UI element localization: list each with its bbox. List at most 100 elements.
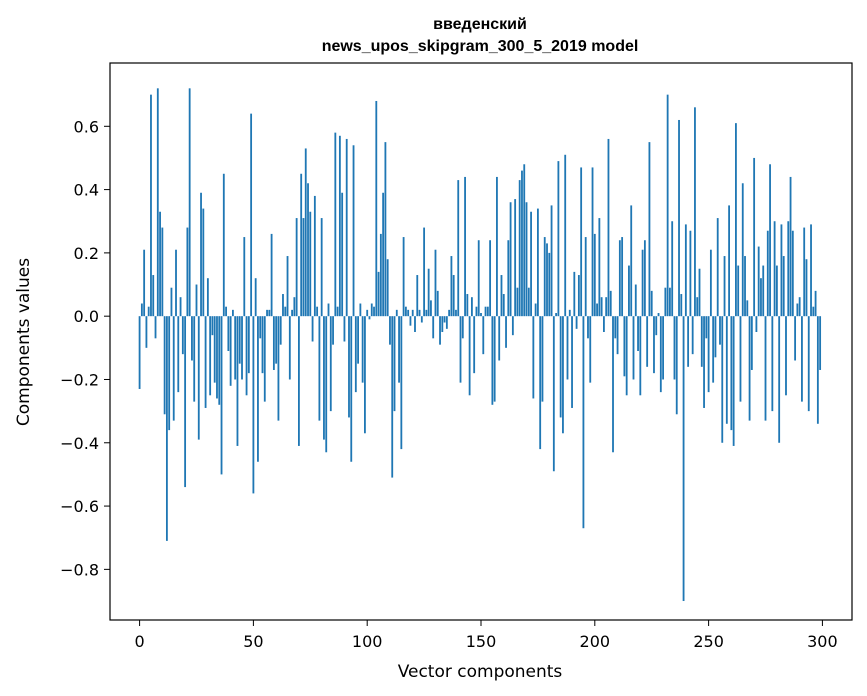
bar <box>532 316 535 399</box>
bar <box>691 316 694 355</box>
bar <box>416 275 419 317</box>
bar <box>650 290 653 317</box>
bar <box>723 256 726 317</box>
bar <box>348 316 350 418</box>
bar <box>625 316 628 396</box>
bar <box>423 227 426 317</box>
bar <box>368 316 371 320</box>
bar <box>787 221 790 317</box>
bar <box>614 316 617 339</box>
bar <box>313 195 316 317</box>
bar <box>439 316 441 345</box>
bar <box>257 316 259 462</box>
bar <box>154 316 157 339</box>
bar <box>646 316 649 367</box>
bar <box>612 316 614 453</box>
bar <box>327 303 330 317</box>
bar <box>639 316 642 396</box>
x-tick-label: 200 <box>580 632 611 651</box>
bar <box>534 303 537 317</box>
bar <box>275 316 278 364</box>
bar <box>147 306 150 317</box>
bar <box>778 316 781 443</box>
bar <box>573 271 576 317</box>
bar <box>291 309 293 317</box>
bar <box>539 316 542 450</box>
y-tick-label: 0.2 <box>74 244 99 263</box>
bar <box>300 173 303 317</box>
bar <box>165 316 168 541</box>
bar <box>577 275 580 317</box>
bar <box>618 240 621 317</box>
bar <box>373 306 375 317</box>
bar <box>402 237 405 317</box>
bar <box>741 183 744 317</box>
x-axis-label: Vector components <box>398 662 563 682</box>
bar <box>197 316 200 440</box>
bar <box>268 309 271 317</box>
bar <box>434 249 437 317</box>
bar <box>757 246 760 317</box>
bar <box>546 243 548 317</box>
bar <box>616 316 619 355</box>
bar <box>379 233 382 317</box>
bar <box>282 294 284 317</box>
bar <box>261 316 264 374</box>
x-tick-label: 150 <box>466 632 497 651</box>
bar <box>364 316 366 434</box>
bar <box>316 306 319 317</box>
bar <box>641 249 644 317</box>
bar <box>628 265 630 317</box>
bar <box>748 316 751 421</box>
bar <box>780 224 783 317</box>
bar <box>336 306 339 317</box>
bar <box>252 316 255 494</box>
bar <box>250 113 253 317</box>
bar <box>771 316 774 412</box>
bar <box>648 142 651 317</box>
bar <box>263 316 266 402</box>
bar <box>591 167 594 317</box>
bar <box>286 256 289 317</box>
bar <box>391 316 394 478</box>
bar <box>445 316 448 329</box>
bar <box>664 287 667 317</box>
bar <box>236 316 239 446</box>
bar <box>557 161 560 317</box>
bar <box>307 183 309 317</box>
bar <box>562 316 564 434</box>
bar <box>796 303 799 317</box>
bar <box>195 284 198 317</box>
bar <box>232 309 234 317</box>
chart-subtitle: news_upos_skipgram_300_5_2019 model <box>322 38 639 55</box>
bar <box>744 256 746 317</box>
bar <box>352 145 355 317</box>
bar <box>220 316 223 475</box>
bar <box>457 180 460 317</box>
bar <box>259 316 262 339</box>
bar <box>505 316 507 348</box>
bar <box>589 316 592 383</box>
bar <box>455 309 457 317</box>
bar <box>673 316 676 380</box>
bar <box>375 100 378 317</box>
bar <box>150 94 152 317</box>
bar <box>632 316 635 380</box>
bar <box>603 316 605 332</box>
bar <box>712 316 715 383</box>
bar <box>461 316 464 339</box>
bar <box>555 313 558 317</box>
bar <box>552 316 555 472</box>
bar <box>657 313 660 317</box>
bar <box>172 316 175 421</box>
bar <box>791 230 794 317</box>
bar <box>725 316 728 424</box>
bar <box>420 316 423 323</box>
bar <box>498 316 501 361</box>
bar <box>436 290 439 317</box>
bar <box>643 240 646 317</box>
bar <box>737 265 740 317</box>
bar <box>680 294 683 317</box>
bar <box>302 218 305 317</box>
bar <box>145 316 148 348</box>
